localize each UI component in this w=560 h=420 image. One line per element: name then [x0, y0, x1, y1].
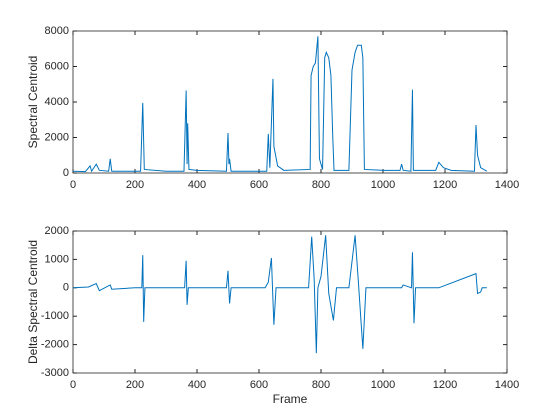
- x-tick-label: 800: [312, 379, 330, 391]
- y-tick-label: -3000: [41, 367, 69, 379]
- axes-box: [72, 230, 508, 374]
- x-tick-label: 400: [188, 379, 206, 391]
- x-tick-label: 600: [250, 379, 268, 391]
- x-tick-label: 1200: [433, 179, 457, 191]
- x-tick-label: 0: [70, 179, 76, 191]
- x-axis-label: Frame: [273, 392, 308, 406]
- y-axis-label: Delta Spectral Centroid: [26, 240, 40, 364]
- x-tick-label: 0: [70, 379, 76, 391]
- y-tick-label: -1000: [41, 310, 69, 322]
- y-tick-label: 0: [63, 167, 69, 179]
- x-tick-label: 200: [126, 179, 144, 191]
- x-tick-label: 400: [188, 179, 206, 191]
- x-tick-label: 1400: [495, 379, 519, 391]
- x-tick-label: 200: [126, 379, 144, 391]
- y-tick-label: 2000: [45, 225, 69, 237]
- data-line: [72, 235, 487, 354]
- x-tick-label: 800: [312, 179, 330, 191]
- x-tick-label: 1000: [371, 179, 395, 191]
- axes-box: [72, 30, 508, 174]
- y-tick-label: 4000: [45, 96, 69, 108]
- y-tick-label: 2000: [45, 131, 69, 143]
- x-tick-label: 1200: [433, 379, 457, 391]
- x-tick-label: 1400: [495, 179, 519, 191]
- y-tick-label: 0: [63, 282, 69, 294]
- y-tick-label: 6000: [45, 60, 69, 72]
- x-tick-label: 600: [250, 179, 268, 191]
- y-tick-label: 1000: [45, 253, 69, 265]
- y-axis-label: Spectral Centroid: [26, 56, 40, 149]
- x-tick-label: 1000: [371, 379, 395, 391]
- y-tick-label: 8000: [45, 25, 69, 37]
- data-line: [72, 36, 488, 173]
- y-tick-label: -2000: [41, 339, 69, 351]
